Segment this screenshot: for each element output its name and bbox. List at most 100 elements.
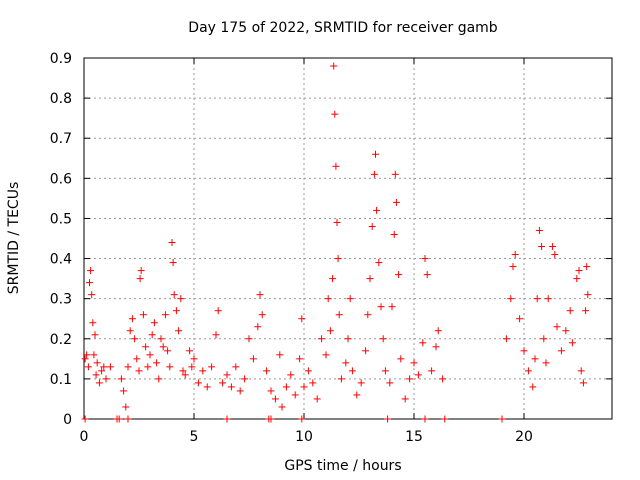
data-point xyxy=(100,363,108,371)
data-point xyxy=(318,335,326,343)
data-point xyxy=(582,307,590,315)
x-axis-label: GPS time / hours xyxy=(284,458,401,474)
data-point xyxy=(392,198,400,206)
data-point xyxy=(89,319,97,327)
data-point xyxy=(381,367,389,375)
data-point xyxy=(542,359,550,367)
data-point xyxy=(271,395,279,403)
data-point xyxy=(81,415,89,423)
data-point xyxy=(391,170,399,178)
data-point xyxy=(441,415,449,423)
data-point xyxy=(342,359,350,367)
data-point xyxy=(423,271,431,279)
data-point xyxy=(199,367,207,375)
data-point xyxy=(142,343,150,351)
data-point xyxy=(232,363,240,371)
data-point xyxy=(326,327,334,335)
data-point xyxy=(551,251,559,259)
data-point xyxy=(170,291,178,299)
data-point xyxy=(414,371,422,379)
data-point xyxy=(124,415,132,423)
data-point xyxy=(95,379,103,387)
data-point xyxy=(434,327,442,335)
data-point xyxy=(419,339,427,347)
data-point xyxy=(179,367,187,375)
data-point xyxy=(214,307,222,315)
data-point xyxy=(212,331,220,339)
y-tick-label: 0.4 xyxy=(50,252,72,268)
data-point xyxy=(533,295,541,303)
data-point xyxy=(236,387,244,395)
data-point xyxy=(291,391,299,399)
data-point xyxy=(124,363,132,371)
data-point xyxy=(313,395,321,403)
data-point xyxy=(553,323,561,331)
data-point xyxy=(296,355,304,363)
data-point xyxy=(120,387,128,395)
data-point xyxy=(384,415,392,423)
ticks: 0 0.1 0.2 0.3 0.4 0.5 0.6 0.7 0.8 0.9 0 5 10 15 20 xyxy=(50,51,612,445)
data-point xyxy=(144,363,152,371)
data-point xyxy=(535,226,543,234)
data-point xyxy=(161,311,169,319)
data-point xyxy=(357,379,365,387)
data-point xyxy=(401,395,409,403)
data-point xyxy=(511,251,519,259)
data-point xyxy=(379,335,387,343)
data-point xyxy=(575,267,583,275)
data-point xyxy=(524,367,532,375)
data-point xyxy=(324,295,332,303)
data-point xyxy=(219,379,227,387)
data-point xyxy=(223,415,231,423)
data-point xyxy=(208,363,216,371)
y-tick-label: 0.6 xyxy=(50,171,72,187)
data-point xyxy=(520,347,528,355)
data-point xyxy=(395,271,403,279)
data-point xyxy=(88,291,96,299)
data-point xyxy=(516,315,524,323)
data-point xyxy=(267,415,275,423)
data-point xyxy=(169,259,177,267)
data-point xyxy=(421,255,429,263)
data-point xyxy=(373,206,381,214)
data-point xyxy=(364,311,372,319)
data-point xyxy=(432,343,440,351)
data-point xyxy=(106,363,114,371)
data-point xyxy=(544,295,552,303)
data-point xyxy=(91,331,99,339)
data-point xyxy=(529,383,537,391)
data-point xyxy=(388,303,396,311)
data-point xyxy=(502,335,510,343)
data-point xyxy=(573,275,581,283)
data-point xyxy=(86,279,93,287)
data-point xyxy=(421,415,429,423)
data-point xyxy=(377,303,385,311)
data-point xyxy=(267,387,275,395)
x-tick-label: 20 xyxy=(515,429,533,445)
data-point xyxy=(562,327,570,335)
data-point xyxy=(568,339,576,347)
x-tick-label: 5 xyxy=(190,429,199,445)
data-point xyxy=(87,267,95,275)
data-point xyxy=(81,355,89,363)
data-point xyxy=(298,415,306,423)
data-point xyxy=(128,315,136,323)
data-point xyxy=(566,307,574,315)
data-point xyxy=(83,351,91,359)
data-point xyxy=(276,351,284,359)
data-point xyxy=(203,383,211,391)
data-point xyxy=(131,335,139,343)
data-point xyxy=(194,379,202,387)
data-point xyxy=(287,371,295,379)
data-point xyxy=(157,335,165,343)
data-point xyxy=(333,218,341,226)
data-point xyxy=(368,222,376,230)
data-point xyxy=(258,311,266,319)
data-point xyxy=(366,275,374,283)
data-point xyxy=(146,351,154,359)
data-point xyxy=(139,311,147,319)
data-point xyxy=(177,295,185,303)
data-point xyxy=(278,403,286,411)
y-tick-label: 0.2 xyxy=(50,332,72,348)
